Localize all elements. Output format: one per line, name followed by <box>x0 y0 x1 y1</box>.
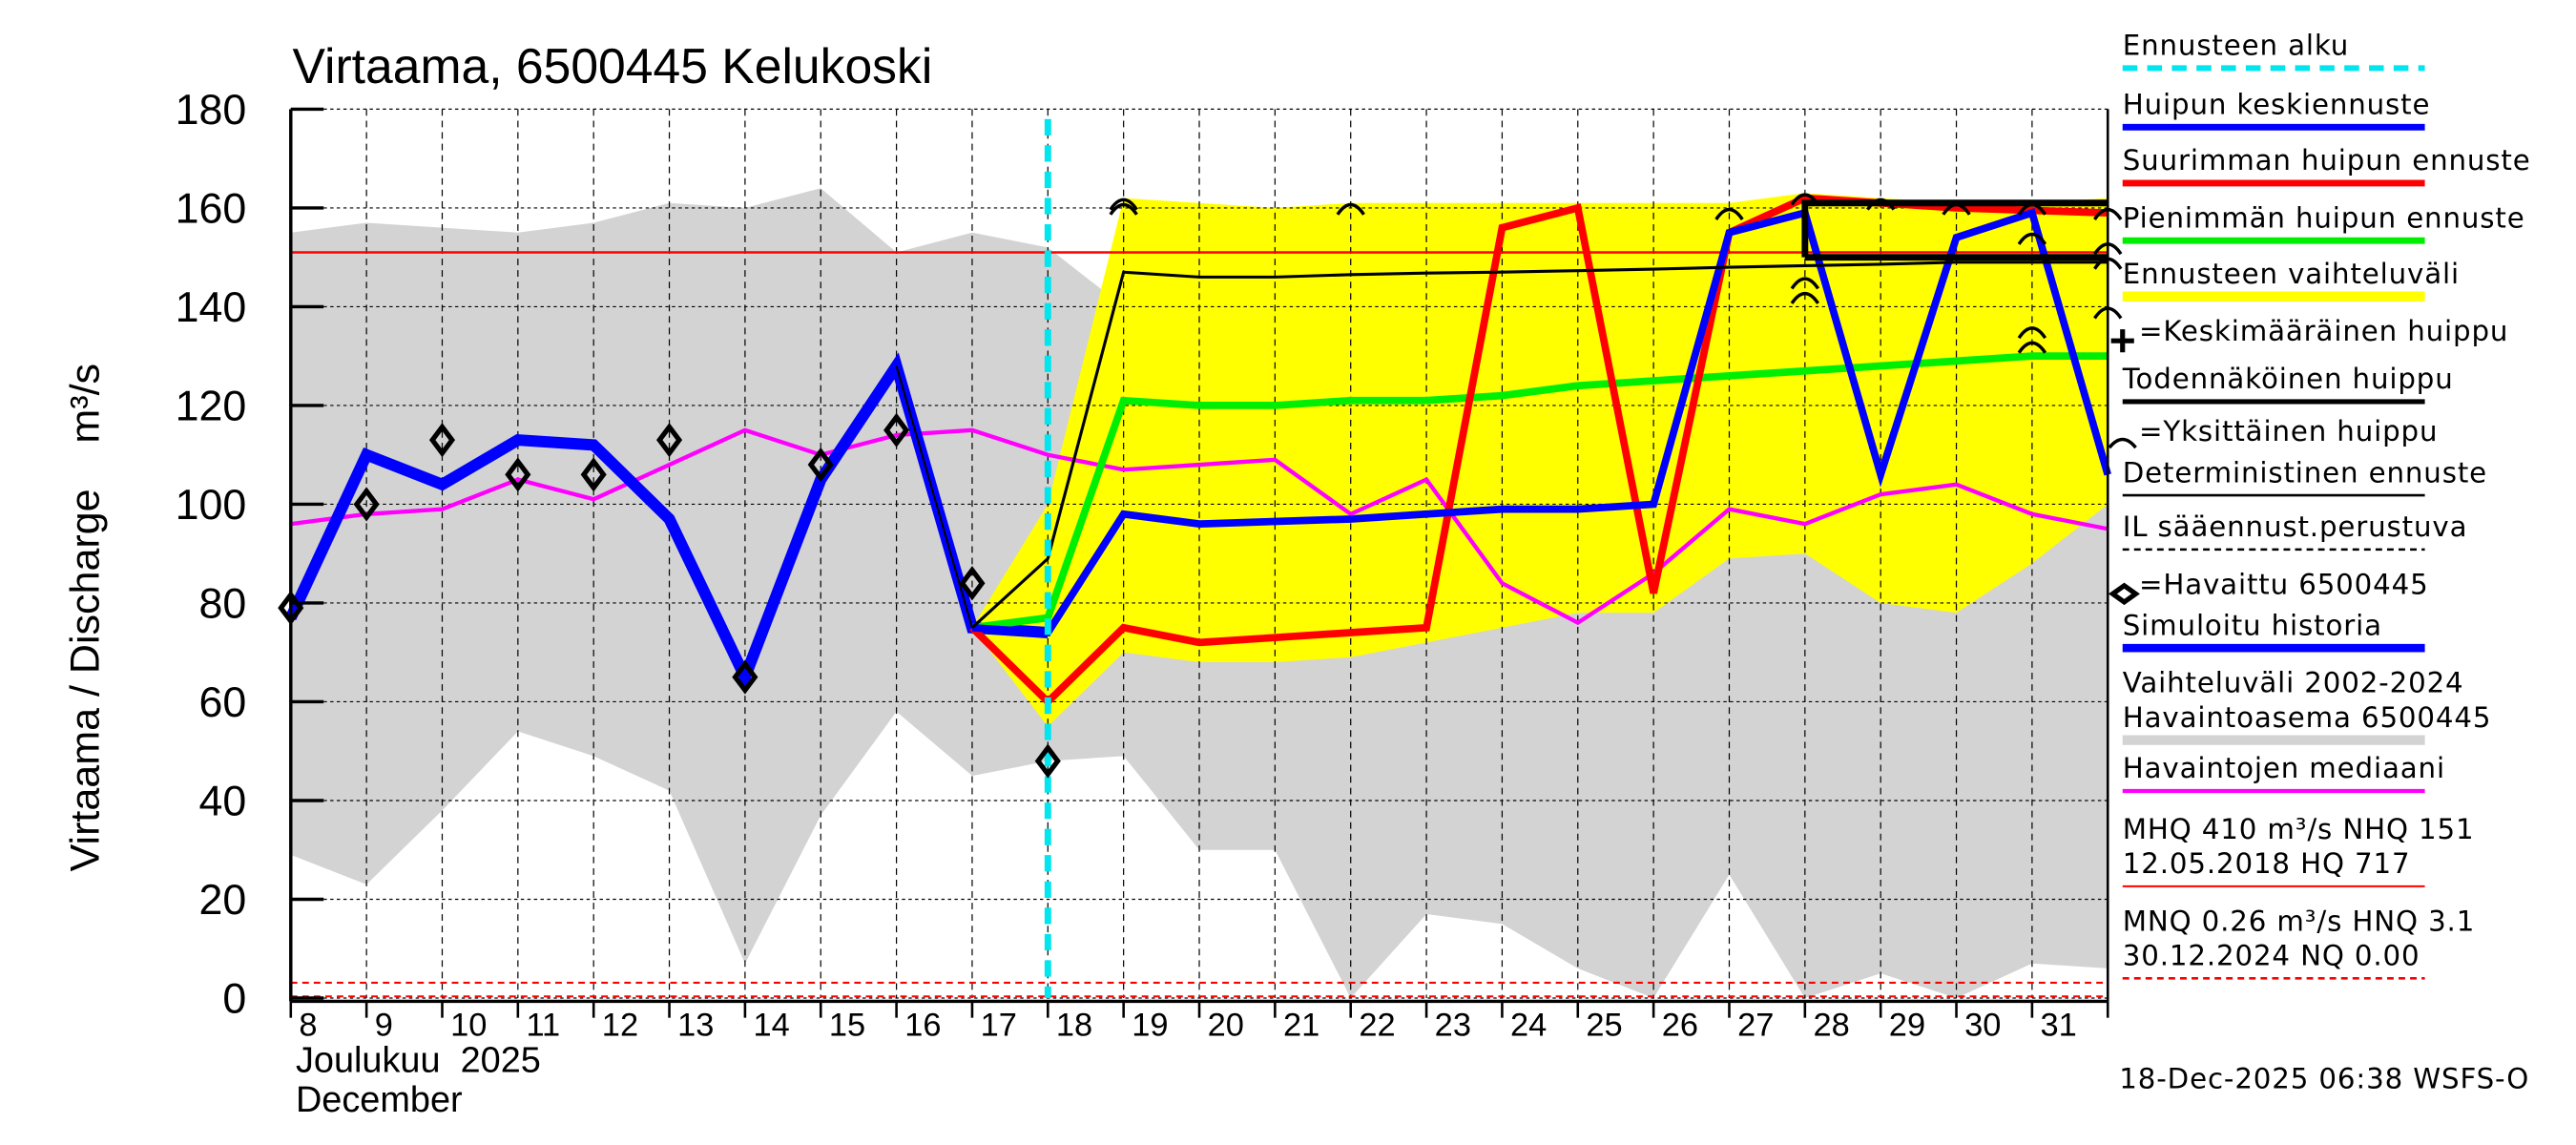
legend-item-label: Suurimman huipun ennuste <box>2123 144 2531 177</box>
observed-point <box>580 457 607 492</box>
x-tick-label: 26 <box>1662 1008 1698 1044</box>
x-tick-label: 15 <box>829 1008 865 1044</box>
y-tick-label: 120 <box>176 382 247 429</box>
single-peak-marker <box>1790 193 1820 206</box>
single-peak-marker <box>1942 202 1971 216</box>
single-peak-marker <box>2017 341 2047 354</box>
x-tick-label: 9 <box>375 1008 393 1044</box>
single-peak-marker <box>1714 207 1744 220</box>
y-tick-label: 20 <box>198 876 246 924</box>
single-peak-marker <box>1790 291 1820 304</box>
y-tick-label: 40 <box>198 777 246 824</box>
x-tick-label: 8 <box>299 1008 317 1044</box>
x-tick-label: 28 <box>1813 1008 1849 1044</box>
legend-item-label: Todennäköinen huippu <box>2122 363 2454 395</box>
x-tick-label: 31 <box>2041 1008 2077 1044</box>
x-tick-label: 12 <box>602 1008 638 1044</box>
y-tick-label: 180 <box>176 86 247 134</box>
probable-peak-upper <box>1801 199 2109 258</box>
forecast-range-band <box>971 193 2109 727</box>
series-deterministic-line <box>970 260 2109 629</box>
x-tick-label: 20 <box>1208 1008 1244 1044</box>
chart-title: Virtaama, 6500445 Kelukoski <box>293 38 933 94</box>
x-tick-label: 27 <box>1737 1008 1774 1044</box>
legend-item-label: 12.05.2018 HQ 717 <box>2123 847 2411 880</box>
observed-point <box>655 423 683 458</box>
observed-point <box>353 487 380 522</box>
x-tick-label: 21 <box>1283 1008 1319 1044</box>
legend-item-label: =Keskimääräinen huippu <box>2139 315 2508 347</box>
series-median-line <box>290 427 2109 626</box>
legend-item-label: MNQ 0.26 m³/s HNQ 3.1 <box>2123 905 2475 937</box>
observed-diamond-icon <box>2108 582 2140 606</box>
legend-item-label: Havaintoasema 6500445 <box>2123 701 2492 734</box>
y-tick-label: 160 <box>176 184 247 232</box>
x-tick-label: 30 <box>1964 1008 2001 1044</box>
observed-point <box>1034 743 1061 779</box>
legend-item-label: Ennusteen vaihteluväli <box>2123 258 2460 290</box>
single-peak-icon <box>2108 437 2137 449</box>
single-peak-marker <box>1790 277 1820 290</box>
footer-timestamp: 18-Dec-2025 06:38 WSFS-O <box>2119 1063 2529 1095</box>
y-tick-labels: 0 20 40 60 80 100 120 140 160 180 <box>176 86 247 1023</box>
x-tick-labels: 8 9 10 11 12 13 14 15 16 17 18 19 20 21 22 23 24 25 26 27 28… <box>299 1008 2076 1044</box>
single-peak-marker <box>1336 202 1365 216</box>
x-tick-label: 10 <box>450 1008 487 1044</box>
legend-item-label: Simuloitu historia <box>2123 609 2382 641</box>
single-peak-marker <box>2017 202 2047 216</box>
x-tick-label: 14 <box>754 1008 790 1044</box>
legend-item-label: =Havaittu 6500445 <box>2139 568 2429 600</box>
single-peak-marker <box>1109 202 1138 216</box>
single-peak-marker <box>1865 198 1896 211</box>
y-tick-label: 100 <box>176 481 247 529</box>
x-tick-label: 16 <box>904 1008 941 1044</box>
x-month-fi: Joulukuu 2025 <box>296 1040 541 1080</box>
legend-item-label: IL sääennust.perustuva <box>2123 510 2468 543</box>
y-tick-label: 60 <box>198 678 246 726</box>
legend-item-label: Huipun keskiennuste <box>2123 89 2431 121</box>
y-tick-label: 140 <box>176 283 247 331</box>
simulated-edge-line <box>895 365 973 629</box>
legend-item-label: Pienimmän huipun ennuste <box>2123 201 2525 234</box>
y-tick-label: 80 <box>198 579 246 627</box>
x-tick-label: 22 <box>1359 1008 1395 1044</box>
x-tick-label: 11 <box>526 1008 560 1044</box>
single-peak-marker <box>2017 326 2047 340</box>
observed-point <box>732 659 758 695</box>
x-tick-label: 29 <box>1889 1008 1925 1044</box>
x-tick-label: 18 <box>1056 1008 1092 1044</box>
x-tick-label: 24 <box>1510 1008 1547 1044</box>
x-tick-label: 17 <box>981 1008 1017 1044</box>
observed-point <box>428 423 456 458</box>
legend-item-label: Vaihteluväli 2002-2024 <box>2123 667 2464 699</box>
legend-item-label: 30.12.2024 NQ 0.00 <box>2123 940 2420 972</box>
single-peak-marker <box>1109 198 1138 211</box>
x-tick-label: 25 <box>1586 1008 1622 1044</box>
y-axis-label: Virtaama / Discharge m³/s <box>62 364 108 871</box>
observed-point <box>807 447 834 483</box>
x-tick-label: 19 <box>1132 1008 1168 1044</box>
single-peak-marker <box>2017 232 2047 245</box>
x-tick-label: 13 <box>677 1008 714 1044</box>
x-tick-label: 23 <box>1435 1008 1471 1044</box>
observed-point <box>959 566 986 601</box>
x-month-en: December <box>296 1080 463 1120</box>
mean-peak-cross-icon <box>2110 329 2134 353</box>
plot-area <box>278 107 2123 1018</box>
y-tick-label: 0 <box>222 974 246 1022</box>
legend: Ennusteen alku Huipun keskiennuste Suurimm… <box>2108 30 2531 980</box>
observed-point <box>883 412 910 448</box>
observed-point <box>505 457 531 492</box>
legend-item-label: MHQ 410 m³/s NHQ 151 <box>2123 813 2475 845</box>
series-mean_peak-line <box>971 208 2111 637</box>
legend-item-label: Ennusteen alku <box>2123 30 2349 62</box>
legend-item-label: Deterministinen ennuste <box>2123 456 2487 489</box>
legend-item-label: =Yksittäinen huippu <box>2139 415 2438 448</box>
legend-item-label: Havaintojen mediaani <box>2123 752 2445 784</box>
